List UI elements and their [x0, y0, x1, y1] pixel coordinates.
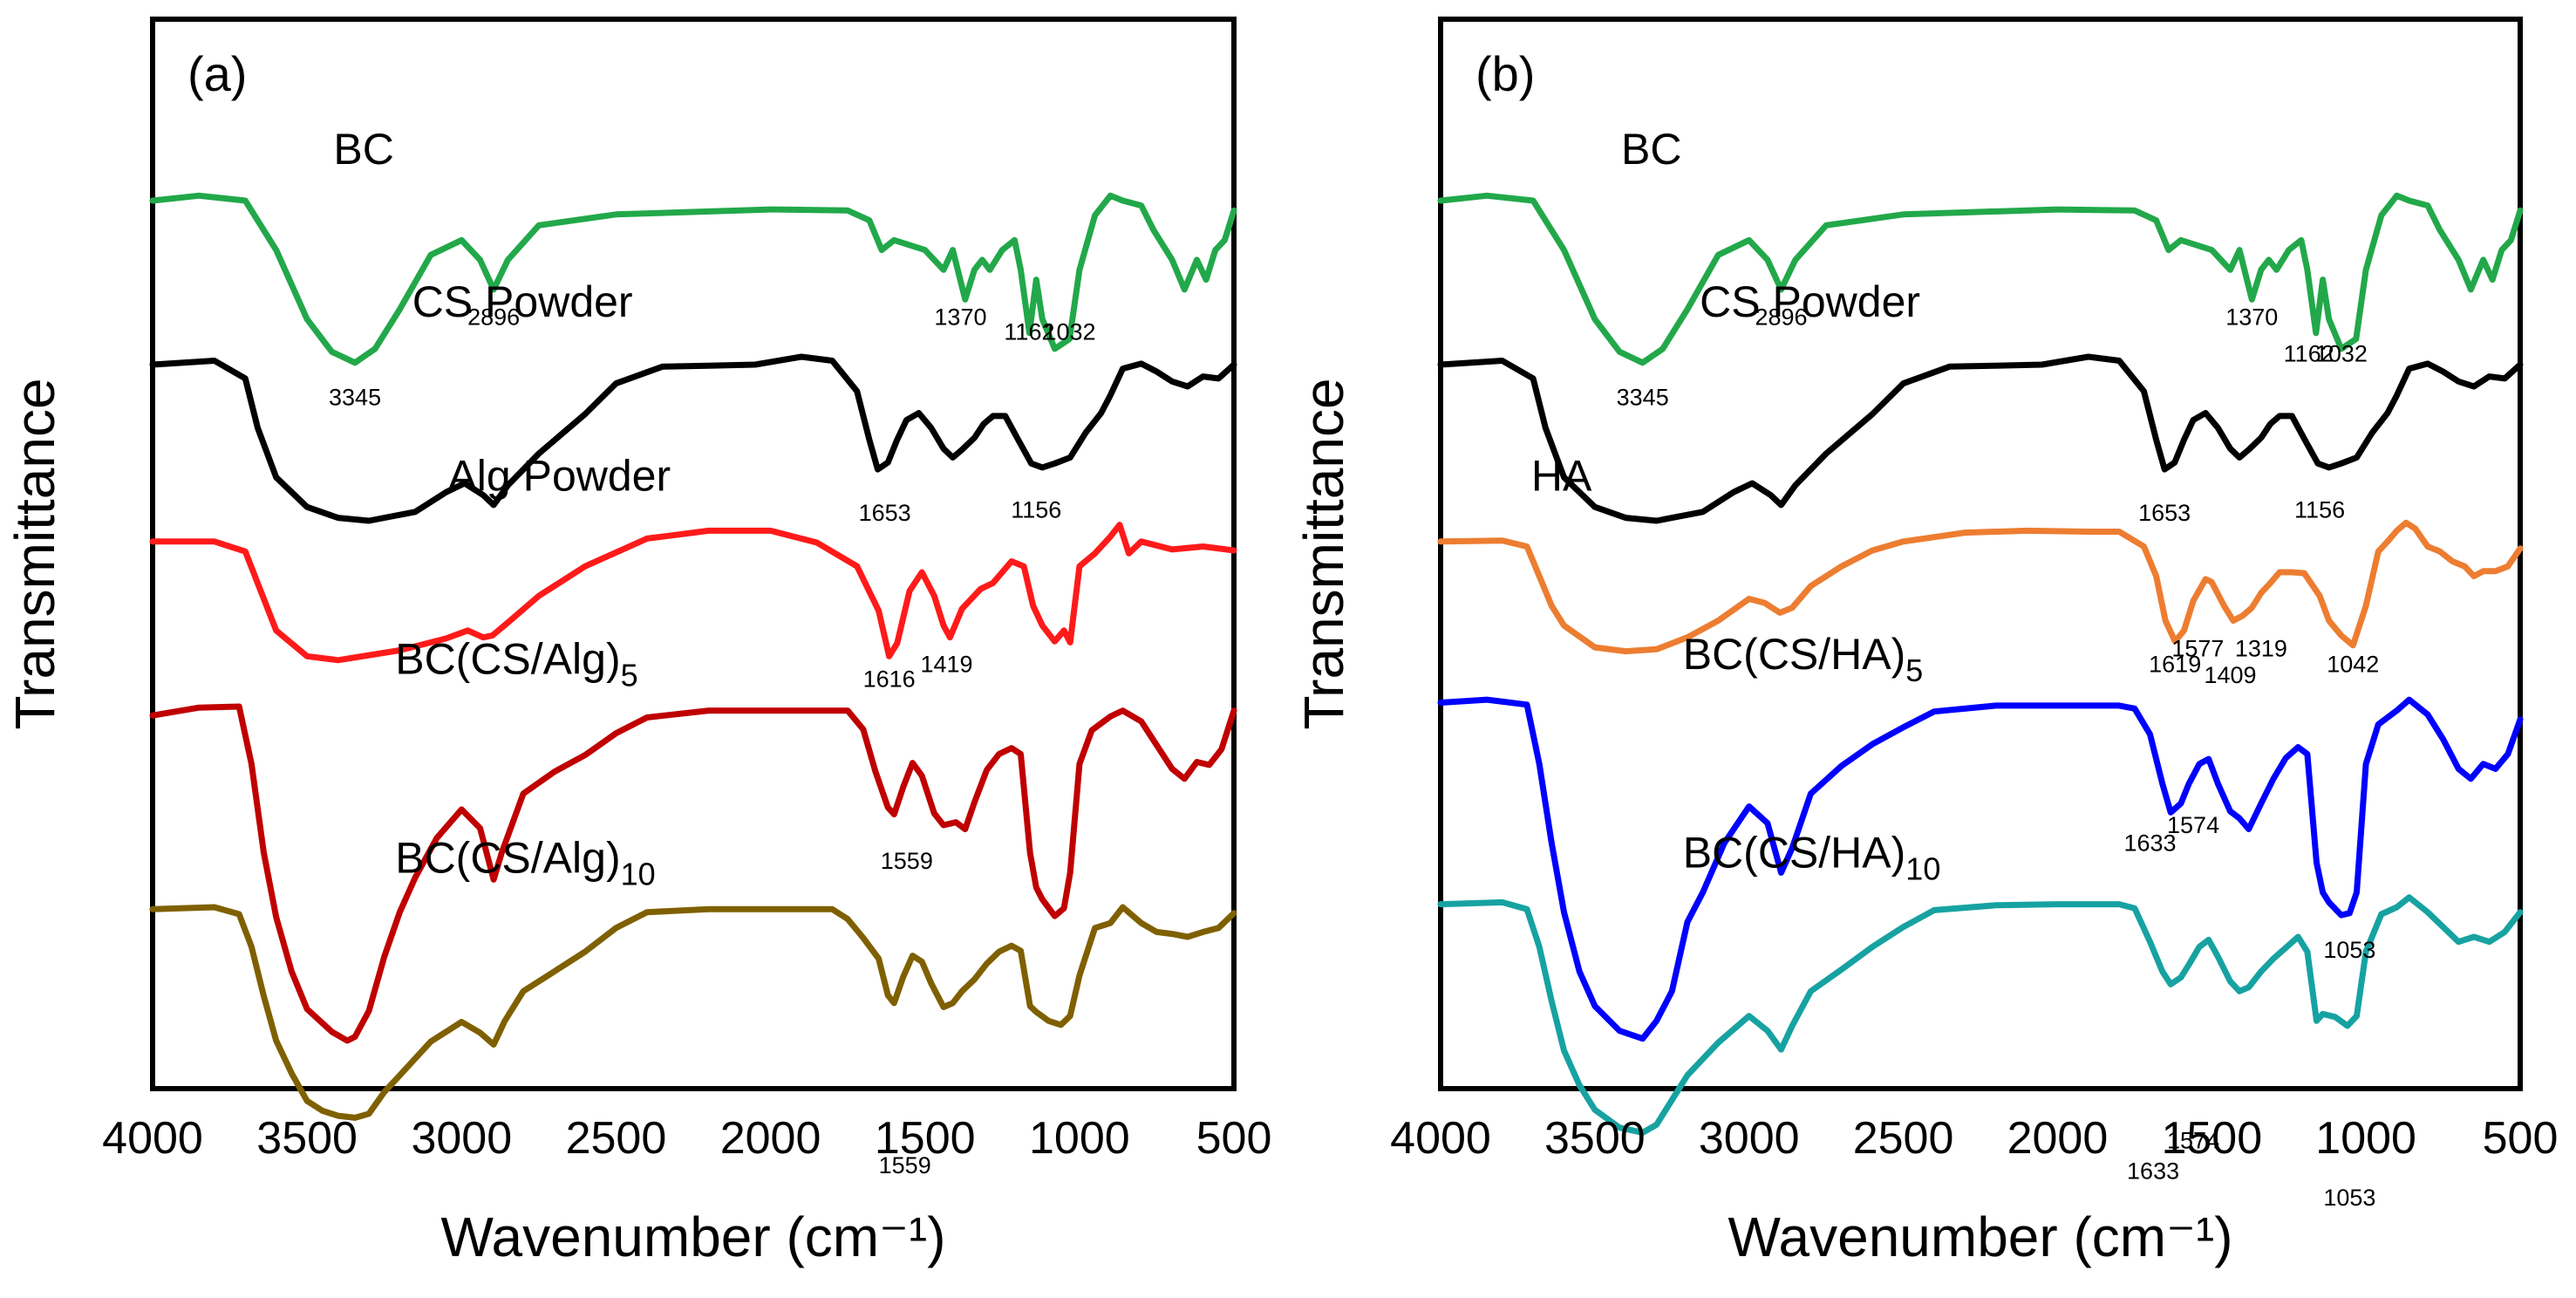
series-label: HA — [1531, 451, 1592, 500]
x-axis-title: Wavenumber (cm⁻¹) — [1728, 1206, 2232, 1268]
series-label-text: BC(CS/Alg) — [395, 635, 620, 684]
x-tick-label: 2000 — [2007, 1113, 2109, 1164]
series-line-cs-powder — [149, 353, 1237, 524]
peak-annotation: 1319 — [2235, 635, 2287, 661]
x-tick-label: 4000 — [102, 1113, 203, 1164]
x-tick-label: 2500 — [1853, 1113, 1954, 1164]
peak-annotation: 1032 — [2315, 341, 2368, 367]
x-tick-label: 1500 — [875, 1113, 976, 1164]
peak-annotation: 1574 — [2167, 812, 2219, 838]
peak-annotation: 1577 — [2171, 635, 2224, 661]
x-tick-label: 3500 — [256, 1113, 358, 1164]
series-label: BC(CS/HA)5 — [1683, 630, 1924, 688]
series-line-bc-cs-alg-10 — [149, 904, 1237, 1121]
series-label-subscript: 10 — [621, 856, 656, 892]
x-tick-label: 3000 — [1699, 1113, 1800, 1164]
peak-annotation: 2896 — [1755, 304, 1807, 331]
series-label: BC(CS/HA)10 — [1683, 829, 1941, 887]
peak-annotation: 1042 — [2327, 651, 2379, 677]
peak-annotation: 3345 — [329, 384, 381, 410]
panel-label: (a) — [187, 46, 247, 101]
series-label: CS Powder — [1700, 277, 1920, 326]
x-tick-label: 500 — [1196, 1113, 1272, 1164]
series-line-bc — [149, 192, 1237, 366]
x-tick-label: 3000 — [411, 1113, 512, 1164]
series-label-text: BC(CS/Alg) — [395, 833, 620, 882]
x-tick-label: 500 — [2483, 1113, 2559, 1164]
series-label-text: BC(CS/HA) — [1683, 630, 1906, 679]
series-line-cs-powder — [1437, 353, 2524, 524]
series-label-text: CS Powder — [412, 277, 633, 326]
x-tick-label: 1000 — [1029, 1113, 1130, 1164]
series-line-bc-cs-ha-5 — [1437, 696, 2524, 1042]
series-label: CS Powder — [412, 277, 633, 326]
peak-annotation: 1653 — [859, 500, 911, 526]
peak-annotation: 1409 — [2204, 662, 2256, 688]
peak-annotation: 1653 — [2138, 500, 2191, 526]
series-line-alg-powder — [149, 522, 1237, 664]
peak-annotation: 3345 — [1617, 384, 1669, 410]
peak-annotation: 1370 — [2225, 304, 2278, 331]
peak-annotation: 1156 — [2294, 497, 2345, 523]
x-axis-title: Wavenumber (cm⁻¹) — [440, 1206, 945, 1268]
plot-frame — [1438, 17, 2523, 1091]
series-label: BC — [333, 125, 393, 174]
peak-annotation: 1419 — [920, 651, 972, 677]
peak-annotation: 1633 — [2127, 1158, 2179, 1185]
peak-annotation: 1053 — [2323, 937, 2375, 963]
series-label-text: HA — [1531, 451, 1592, 500]
plot-frame — [150, 17, 1237, 1091]
y-axis-title: Transmittance — [3, 378, 66, 729]
series-label: Alg Powder — [447, 451, 671, 500]
peak-annotation: 2896 — [467, 304, 520, 331]
peak-annotation: 1156 — [1011, 497, 1061, 523]
series-label-text: BC(CS/HA) — [1683, 829, 1906, 878]
y-axis-title: Transmittance — [1292, 378, 1355, 729]
series-line-bc — [1437, 192, 2524, 366]
series-label-text: BC — [333, 125, 393, 174]
series-label-subscript: 10 — [1905, 851, 1940, 887]
x-tick-label: 2500 — [566, 1113, 667, 1164]
series-label: BC — [1621, 125, 1681, 174]
peak-annotation: 1162 — [2284, 341, 2334, 367]
series-label-subscript: 5 — [1905, 652, 1923, 688]
peak-annotation: 1559 — [879, 1152, 931, 1178]
peak-annotation: 1162 — [1004, 319, 1054, 345]
panel-label: (b) — [1475, 46, 1535, 101]
series-line-bc-cs-alg-5 — [149, 703, 1237, 1044]
series-label-text: CS Powder — [1700, 277, 1920, 326]
series-line-bc-cs-ha-10 — [1437, 894, 2524, 1136]
x-tick-label: 1500 — [2161, 1113, 2262, 1164]
x-tick-label: 2000 — [720, 1113, 821, 1164]
peak-annotation: 1032 — [1043, 319, 1095, 345]
series-label: BC(CS/Alg)10 — [395, 833, 655, 892]
peak-annotation: 1559 — [881, 848, 933, 874]
peak-annotation: 1574 — [2167, 1127, 2219, 1153]
series-label-subscript: 5 — [621, 658, 638, 693]
peak-annotation: 1619 — [2149, 651, 2201, 677]
series-line-ha — [1437, 519, 2524, 655]
peak-annotation: 1053 — [2323, 1185, 2375, 1211]
peak-annotation: 1616 — [863, 666, 916, 692]
x-tick-label: 1000 — [2315, 1113, 2416, 1164]
x-tick-label: 3500 — [1544, 1113, 1646, 1164]
series-label: BC(CS/Alg)5 — [395, 635, 637, 693]
series-label-text: BC — [1621, 125, 1681, 174]
x-tick-label: 4000 — [1390, 1113, 1491, 1164]
peak-annotation: 1633 — [2124, 830, 2177, 856]
series-label-text: Alg Powder — [447, 451, 671, 500]
peak-annotation: 1370 — [934, 304, 986, 331]
